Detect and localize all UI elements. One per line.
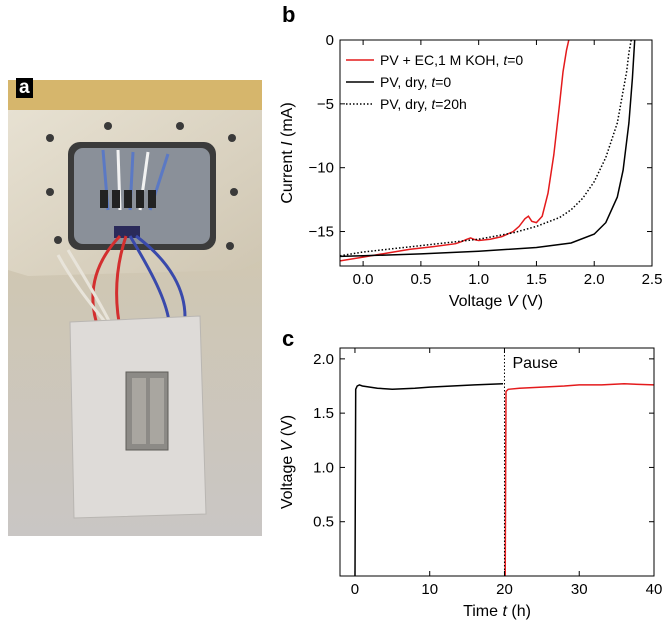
circuit-chip [114,226,140,238]
x-tick-label: 1.0 [468,271,489,288]
x-tick-label: 2.5 [642,271,663,288]
y-tick-label: −5 [317,96,334,113]
vt-series-group [354,348,654,576]
wooden-frame [8,80,262,110]
iv-legend: PV + EC,1 M KOH, t=0 PV, dry, t=0 PV, dry,… [346,52,523,112]
panel-label-a: a [16,78,33,98]
pause-annotation: Pause [512,355,557,372]
iv-x-axis-label: Voltage V (V) [449,293,543,310]
legend-label-1: PV, dry, t=0 [380,74,451,90]
voltage-time-chart: 0 10 20 30 40 0.5 1.0 1.5 2.0 Pause Time t (h) V… [279,347,662,620]
x-tick-label: 2.0 [584,271,605,288]
x-tick-label: 30 [571,581,588,598]
vt-ticks: 0 10 20 30 40 0.5 1.0 1.5 2.0 [313,348,662,598]
legend-label-2: PV, dry, t=20h [380,96,467,112]
vt-y-axis-label: Voltage V (V) [279,415,296,509]
iv-y-axis-label: Current I (mA) [279,102,296,203]
x-tick-label: 40 [646,581,663,598]
x-tick-label: 0 [351,581,359,598]
iv-series-line-2 [340,40,632,257]
iv-series-line-0 [340,40,570,262]
legend-label-0: PV + EC,1 M KOH, t=0 [380,52,523,68]
device-photo [8,80,262,536]
iv-plot-frame [339,39,653,267]
y-tick-label: 2.0 [313,351,334,368]
vt-x-axis-label: Time t (h) [463,603,531,620]
iv-series-group [340,40,636,262]
y-tick-label: −15 [309,224,334,241]
y-tick-label: 1.0 [313,459,334,476]
panel-label-c: c [282,326,295,351]
vt-series-line-1 [504,383,654,576]
x-tick-label: 0.5 [410,271,431,288]
y-tick-label: −10 [309,160,334,177]
electrode-left [132,378,146,444]
vt-plot-frame [339,347,655,577]
connectors [100,190,156,208]
x-tick-label: 1.5 [526,271,547,288]
electrode-right [150,378,164,444]
y-tick-label: 0.5 [313,514,334,531]
iv-series-line-1 [340,40,636,258]
x-tick-label: 10 [421,581,438,598]
vt-series-line-0 [354,383,504,576]
y-tick-label: 1.5 [313,405,334,422]
iv-ticks: 0.0 0.5 1.0 1.5 2.0 2.5 0 −5 −10 −15 [309,32,663,288]
screw-holes [46,122,238,250]
panel-label-b: b [282,2,296,27]
y-tick-label: 0 [326,32,334,49]
iv-chart: 0.0 0.5 1.0 1.5 2.0 2.5 0 −5 −10 −15 PV + EC,1 M … [279,32,663,310]
x-tick-label: 0.0 [353,271,374,288]
x-tick-label: 20 [496,581,513,598]
